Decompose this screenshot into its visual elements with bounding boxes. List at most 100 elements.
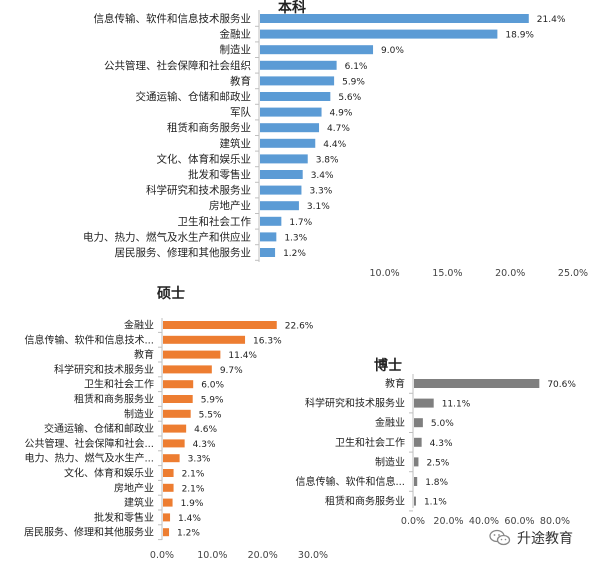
bachelor-bar bbox=[260, 60, 337, 70]
master-x-tick-label: 10.0% bbox=[197, 550, 227, 561]
master-category-label: 交通运输、仓储和邮政业 bbox=[44, 422, 154, 435]
watermark-text: 升途教育 bbox=[517, 531, 573, 547]
master-category-label: 房地产业 bbox=[114, 481, 154, 494]
master-x-tick-label: 30.0% bbox=[298, 550, 328, 561]
bachelor-category-label: 租赁和商务服务业 bbox=[167, 121, 251, 134]
master-category-label: 批发和零售业 bbox=[94, 511, 154, 524]
phd-category-label: 科学研究和技术服务业 bbox=[305, 397, 405, 410]
phd-bar bbox=[414, 398, 434, 408]
bachelor-x-tick-label: 15.0% bbox=[432, 268, 462, 279]
bachelor-bar bbox=[260, 154, 308, 164]
master-category-label: 租赁和商务服务业 bbox=[74, 393, 154, 406]
master-value-label: 2.1% bbox=[182, 470, 205, 480]
phd-value-label: 4.3% bbox=[430, 439, 453, 449]
master-bar bbox=[163, 498, 173, 507]
phd-bar bbox=[414, 496, 416, 506]
bachelor-value-label: 1.3% bbox=[284, 233, 307, 243]
bachelor-bar bbox=[260, 107, 322, 117]
bachelor-value-label: 3.8% bbox=[316, 155, 339, 165]
bachelor-category-label: 卫生和社会工作 bbox=[178, 215, 252, 228]
master-x-tick-label: 0.0% bbox=[150, 550, 174, 561]
master-bar bbox=[163, 350, 221, 359]
phd-x-tick-label: 20.0% bbox=[433, 516, 463, 527]
master-bar bbox=[163, 424, 187, 433]
bachelor-x-tick-label: 10.0% bbox=[370, 268, 400, 279]
master-category-label: 电力、热力、燃气及水生产... bbox=[24, 452, 154, 465]
phd-x-tick-label: 0.0% bbox=[401, 516, 425, 527]
master-bar bbox=[163, 454, 180, 463]
master-value-label: 5.9% bbox=[201, 396, 224, 406]
master-value-label: 4.3% bbox=[193, 440, 216, 450]
bachelor-x-tick-label: 25.0% bbox=[558, 268, 588, 279]
master-value-label: 1.2% bbox=[177, 529, 200, 539]
master-value-label: 9.7% bbox=[220, 366, 243, 376]
master-category-label: 公共管理、社会保障和社会... bbox=[24, 437, 154, 450]
master-value-label: 11.4% bbox=[228, 351, 257, 361]
phd-x-tick-label: 80.0% bbox=[540, 516, 570, 527]
master-bar bbox=[163, 469, 174, 477]
bachelor-category-label: 金融业 bbox=[220, 28, 252, 41]
bachelor-category-label: 房地产业 bbox=[209, 199, 251, 212]
wechat-icon bbox=[489, 529, 511, 546]
bachelor-bar bbox=[260, 170, 303, 179]
bachelor-bar bbox=[260, 45, 374, 55]
master-bar bbox=[163, 409, 191, 418]
phd-bar bbox=[414, 379, 540, 388]
bachelor-bar bbox=[260, 248, 276, 257]
phd-value-label: 2.5% bbox=[426, 458, 449, 468]
phd-x-tick-label: 40.0% bbox=[469, 516, 499, 527]
master-bar bbox=[163, 321, 277, 329]
bachelor-category-label: 批发和零售业 bbox=[188, 168, 251, 181]
master-value-label: 22.6% bbox=[285, 322, 314, 332]
bachelor-value-label: 6.1% bbox=[345, 62, 368, 72]
bachelor-bar bbox=[260, 92, 331, 101]
bachelor-x-tick-label: 20.0% bbox=[495, 268, 525, 279]
phd-chart-title: 博士 bbox=[374, 357, 402, 374]
master-x-tick-label: 20.0% bbox=[248, 550, 278, 561]
watermark: 升途教育 bbox=[489, 528, 573, 548]
bachelor-bar bbox=[260, 76, 335, 86]
phd-bar bbox=[414, 437, 422, 447]
phd-x-tick-label: 60.0% bbox=[504, 516, 534, 527]
master-chart-title: 硕士 bbox=[157, 285, 185, 302]
bachelor-bar bbox=[260, 201, 299, 211]
master-bar bbox=[163, 439, 185, 448]
master-value-label: 1.4% bbox=[178, 514, 201, 524]
phd-category-label: 卫生和社会工作 bbox=[335, 436, 405, 449]
bachelor-category-label: 科学研究和技术服务业 bbox=[146, 184, 251, 197]
phd-value-label: 1.1% bbox=[424, 498, 447, 508]
master-value-label: 2.1% bbox=[182, 484, 205, 494]
master-category-label: 制造业 bbox=[124, 407, 154, 420]
bachelor-category-label: 建筑业 bbox=[220, 137, 252, 150]
bachelor-value-label: 3.3% bbox=[309, 187, 332, 197]
master-value-label: 6.0% bbox=[201, 381, 224, 391]
bachelor-bar bbox=[260, 123, 320, 133]
master-value-label: 3.3% bbox=[188, 455, 211, 465]
bachelor-category-label: 公共管理、社会保障和社会组织 bbox=[104, 59, 251, 72]
phd-value-label: 11.1% bbox=[442, 400, 471, 410]
bachelor-value-label: 5.6% bbox=[338, 93, 361, 103]
master-category-label: 文化、体育和娱乐业 bbox=[64, 467, 154, 480]
master-category-label: 科学研究和技术服务业 bbox=[54, 363, 154, 376]
master-category-label: 居民服务、修理和其他服务业 bbox=[24, 526, 154, 539]
bachelor-bar bbox=[260, 29, 498, 39]
bachelor-value-label: 18.9% bbox=[505, 31, 534, 41]
bachelor-category-label: 军队 bbox=[230, 106, 251, 119]
bachelor-chart-title: 本科 bbox=[278, 0, 306, 16]
master-category-label: 教育 bbox=[134, 348, 154, 361]
bachelor-category-label: 信息传输、软件和信息技术服务业 bbox=[94, 12, 252, 25]
bachelor-value-label: 4.7% bbox=[327, 124, 350, 134]
phd-bar bbox=[414, 477, 418, 486]
phd-value-label: 5.0% bbox=[431, 419, 454, 429]
master-bar bbox=[163, 395, 193, 403]
bachelor-value-label: 3.4% bbox=[311, 171, 334, 181]
bachelor-value-label: 1.7% bbox=[289, 218, 312, 228]
master-value-label: 5.5% bbox=[199, 410, 222, 420]
master-category-label: 金融业 bbox=[124, 319, 154, 332]
phd-category-label: 教育 bbox=[385, 377, 405, 390]
master-value-label: 4.6% bbox=[194, 425, 217, 435]
bachelor-category-label: 制造业 bbox=[220, 43, 252, 56]
phd-bar bbox=[414, 457, 419, 467]
master-category-label: 信息传输、软件和信息技术... bbox=[24, 333, 154, 346]
